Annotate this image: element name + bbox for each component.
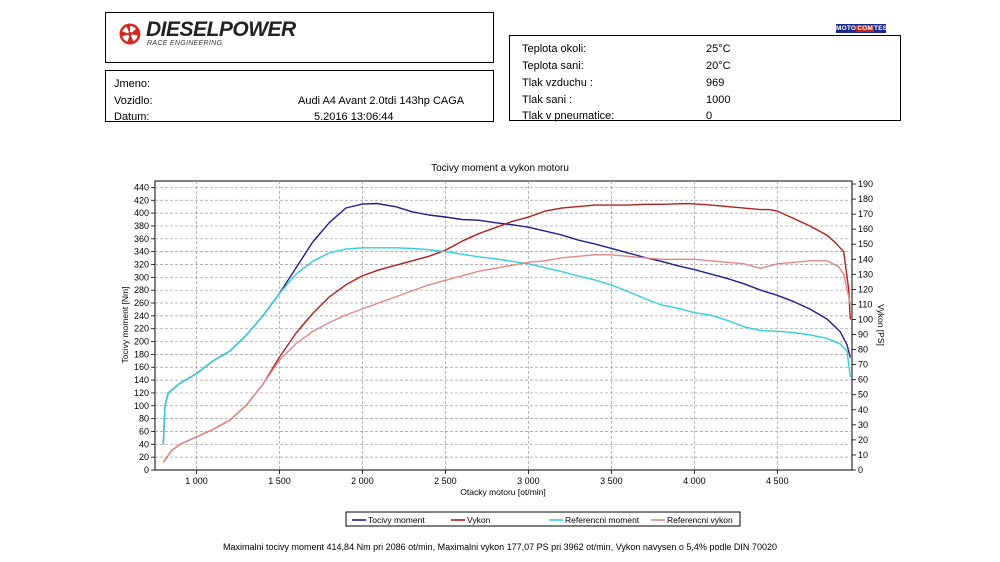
y2-tick-label: 120 [858, 284, 873, 294]
grid-lines [155, 181, 852, 470]
y-tick-label: 100 [134, 401, 149, 411]
y-tick-label: 60 [139, 426, 149, 436]
y2-tick-label: 70 [858, 360, 868, 370]
condition-label: Tlak vzduchu : [522, 77, 593, 89]
y2-tick-label: 110 [858, 299, 872, 309]
y2-tick-label: 0 [858, 465, 863, 475]
diesel-logo-icon [119, 23, 141, 45]
jmeno-label: Jmeno: [114, 78, 151, 90]
legend-label: Vykon [467, 515, 491, 525]
y-tick-label: 120 [134, 388, 149, 398]
condition-label: Tlak v pneumatice: [522, 110, 615, 122]
y2-tick-label: 100 [858, 314, 873, 324]
series-line [162, 247, 851, 445]
x-tick-label: 3 000 [517, 476, 540, 486]
y2-tick-label: 160 [858, 224, 873, 234]
legend-label: Referencni moment [565, 515, 640, 525]
y-tick-label: 240 [134, 311, 149, 321]
plot-area [154, 180, 853, 471]
condition-label: Teplota sani: [522, 60, 584, 72]
y-tick-label: 380 [134, 221, 149, 231]
datum-label: Datum: [114, 111, 150, 123]
condition-label: Tlak sani : [522, 94, 573, 106]
y-tick-label: 0 [144, 465, 149, 475]
condition-value: 25°C [706, 43, 731, 55]
condition-value: 20°C [706, 60, 731, 72]
vehicle-info-panel: Jmeno: Vozidlo: Audi A4 Avant 2.0tdi 143… [105, 70, 494, 123]
condition-value: 0 [706, 110, 713, 122]
right-axis-ticks: 0 10 20 30 40 50 60 70 80 90 100 110 120 130 140 150 160… [852, 179, 873, 475]
y2-tick-label: 10 [858, 450, 868, 460]
jmeno-row: Jmeno: [114, 78, 150, 90]
y-tick-label: 220 [134, 324, 149, 334]
legend-box [345, 511, 741, 527]
x-tick-label: 2 500 [434, 476, 457, 486]
y-tick-label: 440 [134, 182, 149, 192]
y2-tick-label: 40 [858, 405, 868, 415]
y-tick-label: 340 [134, 247, 149, 257]
x-tick-label: 1 000 [185, 476, 208, 486]
series-lines [162, 202, 851, 463]
y-tick-label: 180 [134, 349, 149, 359]
y2-tick-label: 30 [858, 420, 868, 430]
badge-right: TEST [873, 25, 892, 32]
vozidlo-label: Vozidlo: [114, 95, 153, 107]
y-tick-label: 320 [134, 259, 149, 269]
y2-tick-label: 80 [858, 345, 868, 355]
vozidlo-value: Audi A4 Avant 2.0tdi 143hp CAGA [298, 95, 465, 107]
y2-tick-label: 170 [858, 209, 873, 219]
y-tick-label: 200 [134, 337, 149, 347]
badge-left: MOTO [836, 25, 857, 32]
motocomtest-badge: MOTOCOMTEST [836, 24, 891, 33]
datum-value: 5.2016 13:06:44 [314, 111, 394, 123]
x-axis-ticks: 1 000 1 500 2 000 2 500 3 000 3 500 4 000 4 500 [185, 470, 789, 486]
y2-tick-label: 50 [858, 390, 868, 400]
logo-panel: DIESELPOWER RACE ENGINEERING [105, 12, 494, 63]
y2-axis-label: Vykon [PS] [876, 304, 886, 346]
y2-tick-label: 130 [858, 269, 873, 279]
x-tick-label: 1 500 [268, 476, 291, 486]
legend: Tocivy moment Vykon Referencni moment Refer… [352, 515, 733, 525]
series-line [162, 202, 851, 463]
brand-subtitle: RACE ENGINEERING [147, 40, 223, 47]
y2-tick-label: 150 [858, 239, 873, 249]
y2-tick-label: 90 [858, 330, 868, 340]
y-tick-label: 300 [134, 272, 149, 282]
y2-tick-label: 140 [858, 254, 873, 264]
y-tick-label: 260 [134, 298, 149, 308]
condition-value: 1000 [706, 94, 731, 106]
y-tick-label: 160 [134, 362, 149, 372]
conditions-panel: Teplota okoli: 25°C Teplota sani: 20°C T… [509, 35, 901, 122]
x-tick-label: 2 000 [351, 476, 374, 486]
y-axis-label: Tocivy moment [Nm] [120, 287, 130, 364]
left-axis-ticks: 0 20 40 60 80 100 120 140 160 180 200 220 240 260 280 3… [134, 182, 155, 475]
series-line [162, 202, 851, 445]
y-tick-label: 420 [134, 195, 149, 205]
x-axis-label: Otacky motoru [ot/min] [460, 487, 546, 497]
legend-label: Tocivy moment [368, 515, 425, 525]
y2-tick-label: 190 [858, 179, 873, 189]
y2-tick-label: 20 [858, 435, 868, 445]
condition-value: 969 [706, 77, 725, 89]
footer-summary: Maximalni tocivy moment 414,84 Nm pri 20… [223, 542, 777, 552]
brand-name: DIESELPOWER [146, 18, 296, 41]
chart-title: Tocivy moment a vykon motoru [431, 163, 569, 174]
y-tick-label: 360 [134, 234, 149, 244]
x-tick-label: 4 000 [683, 476, 706, 486]
legend-label: Referencni vykon [667, 515, 733, 525]
y-tick-label: 400 [134, 208, 149, 218]
y-tick-label: 80 [139, 414, 149, 424]
badge-mid: COM [856, 25, 874, 32]
y2-tick-label: 180 [858, 194, 873, 204]
y2-tick-label: 60 [858, 375, 868, 385]
y-tick-label: 140 [134, 375, 149, 385]
y-tick-label: 280 [134, 285, 149, 295]
y-tick-label: 40 [139, 439, 149, 449]
condition-label: Teplota okoli: [522, 43, 587, 55]
x-tick-label: 4 500 [766, 476, 789, 486]
x-tick-label: 3 500 [600, 476, 623, 486]
y-tick-label: 20 [139, 452, 149, 462]
series-line [162, 254, 851, 463]
